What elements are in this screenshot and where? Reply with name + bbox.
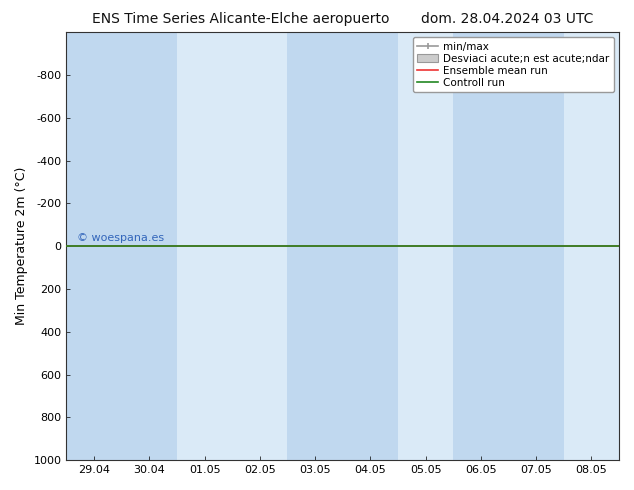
Bar bbox=[122, 32, 177, 460]
Bar bbox=[343, 32, 398, 460]
Text: © woespana.es: © woespana.es bbox=[77, 233, 165, 243]
Text: ENS Time Series Alicante-Elche aeropuerto: ENS Time Series Alicante-Elche aeropuert… bbox=[92, 12, 390, 26]
Legend: min/max, Desviaci acute;n est acute;ndar, Ensemble mean run, Controll run: min/max, Desviaci acute;n est acute;ndar… bbox=[413, 37, 614, 92]
Bar bbox=[508, 32, 564, 460]
Bar bbox=[453, 32, 508, 460]
Text: dom. 28.04.2024 03 UTC: dom. 28.04.2024 03 UTC bbox=[421, 12, 593, 26]
Bar bbox=[287, 32, 343, 460]
Y-axis label: Min Temperature 2m (°C): Min Temperature 2m (°C) bbox=[15, 167, 28, 325]
Bar bbox=[67, 32, 122, 460]
